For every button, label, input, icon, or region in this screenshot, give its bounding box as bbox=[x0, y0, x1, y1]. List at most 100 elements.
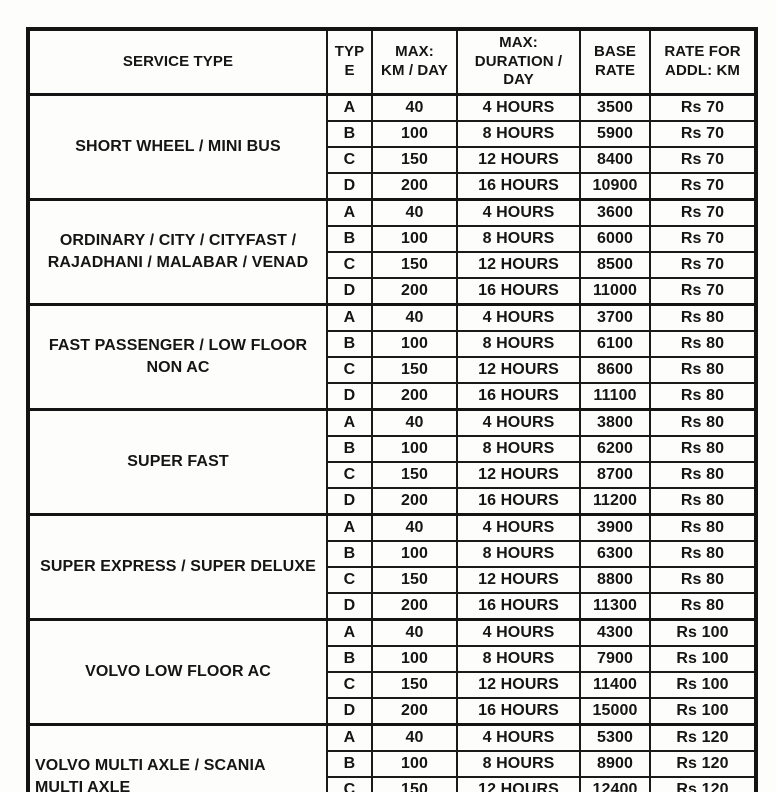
type-cell: B bbox=[326, 225, 373, 253]
service-group-super-express: SUPER EXPRESS / SUPER DELUXE A 40 4 HOUR… bbox=[27, 513, 757, 621]
header-row: SERVICE TYPE TYP E MAX: KM / DAY MAX: DU… bbox=[27, 28, 757, 96]
service-type-label: FAST PASSENGER / LOW FLOOR bbox=[48, 337, 308, 355]
table-row: B 100 8 HOURS 7900 Rs 100 bbox=[28, 645, 757, 673]
base-rate-cell: 10900 bbox=[579, 172, 651, 201]
type-cell: C bbox=[326, 356, 373, 384]
table-row: C 150 12 HOURS 8400 Rs 70 bbox=[28, 146, 757, 174]
km-cell: 100 bbox=[371, 120, 458, 148]
type-cell: D bbox=[326, 697, 373, 726]
addl-rate-cell: Rs 80 bbox=[649, 513, 757, 542]
base-rate-cell: 6300 bbox=[579, 540, 651, 568]
service-type-label: SUPER EXPRESS / SUPER DELUXE bbox=[40, 558, 316, 576]
service-type-label: NON AC bbox=[146, 359, 210, 376]
addl-rate-cell: Rs 70 bbox=[649, 198, 757, 227]
addl-rate-cell: Rs 70 bbox=[649, 146, 757, 174]
base-rate-cell: 8900 bbox=[579, 750, 651, 778]
type-cell: B bbox=[326, 435, 373, 463]
duration-cell: 4 HOURS bbox=[456, 618, 581, 647]
table-row: B 100 8 HOURS 6200 Rs 80 bbox=[28, 435, 757, 463]
duration-cell: 8 HOURS bbox=[456, 750, 581, 778]
type-cell: A bbox=[326, 408, 373, 437]
header-type-line: TYP bbox=[334, 43, 365, 61]
service-group-super-fast: SUPER FAST A 40 4 HOURS 3800 Rs 80 B 100… bbox=[27, 408, 757, 516]
header-max-duration-line: DAY bbox=[503, 71, 534, 89]
header-max-km-line: KM / DAY bbox=[381, 62, 448, 79]
type-cell: C bbox=[326, 461, 373, 489]
table-row: C 150 12 HOURS 8700 Rs 80 bbox=[28, 461, 757, 489]
type-cell: A bbox=[326, 513, 373, 542]
duration-cell: 12 HOURS bbox=[456, 356, 581, 384]
addl-rate-cell: Rs 80 bbox=[649, 356, 757, 384]
table-row: C 150 12 HOURS 12400 Rs 120 bbox=[28, 776, 757, 792]
header-addl-rate-line: ADDL: KM bbox=[665, 62, 740, 79]
type-cell: B bbox=[326, 750, 373, 778]
base-rate-cell: 12400 bbox=[579, 776, 651, 792]
km-cell: 200 bbox=[371, 172, 458, 201]
base-rate-cell: 3600 bbox=[579, 198, 651, 227]
table-row: SUPER EXPRESS / SUPER DELUXE A 40 4 HOUR… bbox=[27, 513, 757, 621]
addl-rate-cell: Rs 80 bbox=[649, 540, 757, 568]
km-cell: 150 bbox=[371, 356, 458, 384]
base-rate-cell: 8700 bbox=[579, 461, 651, 489]
km-cell: 200 bbox=[371, 277, 458, 306]
table-row: C 150 12 HOURS 8500 Rs 70 bbox=[28, 251, 757, 279]
table-row: C 150 12 HOURS 11400 Rs 100 bbox=[28, 671, 757, 699]
duration-cell: 16 HOURS bbox=[456, 697, 581, 726]
header-max-duration-line: MAX: bbox=[499, 33, 538, 51]
km-cell: 40 bbox=[371, 408, 458, 437]
km-cell: 40 bbox=[371, 93, 458, 122]
header-addl-rate: RATE FOR ADDL: KM bbox=[649, 28, 757, 96]
type-cell: D bbox=[326, 382, 373, 411]
service-group-short-wheel: SHORT WHEEL / MINI BUS A 40 4 HOURS 3500… bbox=[27, 93, 757, 201]
type-cell: A bbox=[326, 93, 373, 122]
addl-rate-cell: Rs 80 bbox=[649, 382, 757, 411]
header-addl-rate-line: RATE FOR bbox=[664, 43, 741, 61]
addl-rate-cell: Rs 80 bbox=[649, 303, 757, 332]
base-rate-cell: 6100 bbox=[579, 330, 651, 358]
km-cell: 40 bbox=[371, 198, 458, 227]
table-row: C 150 12 HOURS 8800 Rs 80 bbox=[28, 566, 757, 594]
header-max-km-line: MAX: bbox=[395, 43, 434, 61]
base-rate-cell: 8600 bbox=[579, 356, 651, 384]
type-cell: D bbox=[326, 487, 373, 516]
km-cell: 100 bbox=[371, 645, 458, 673]
km-cell: 40 bbox=[371, 618, 458, 647]
km-cell: 100 bbox=[371, 330, 458, 358]
duration-cell: 12 HOURS bbox=[456, 566, 581, 594]
base-rate-cell: 6000 bbox=[579, 225, 651, 253]
duration-cell: 12 HOURS bbox=[456, 671, 581, 699]
table-header: SERVICE TYPE TYP E MAX: KM / DAY MAX: DU… bbox=[27, 28, 757, 96]
table-row: B 100 8 HOURS 6100 Rs 80 bbox=[28, 330, 757, 358]
km-cell: 100 bbox=[371, 225, 458, 253]
type-cell: C bbox=[326, 146, 373, 174]
km-cell: 150 bbox=[371, 566, 458, 594]
km-cell: 40 bbox=[371, 303, 458, 332]
type-cell: C bbox=[326, 566, 373, 594]
header-base-rate: BASE RATE bbox=[579, 28, 651, 96]
table-row: VOLVO LOW FLOOR AC A 40 4 HOURS 4300 Rs … bbox=[27, 618, 757, 726]
table-row: D 200 16 HOURS 15000 Rs 100 bbox=[28, 697, 757, 726]
service-type-cell: SHORT WHEEL / MINI BUS bbox=[27, 93, 328, 201]
service-group-volvo-low-floor: VOLVO LOW FLOOR AC A 40 4 HOURS 4300 Rs … bbox=[27, 618, 757, 726]
duration-cell: 8 HOURS bbox=[456, 540, 581, 568]
service-type-cell: ORDINARY / CITY / CITYFAST / RAJADHANI /… bbox=[27, 198, 328, 306]
base-rate-cell: 3500 bbox=[579, 93, 651, 122]
addl-rate-cell: Rs 80 bbox=[649, 435, 757, 463]
service-type-cell: FAST PASSENGER / LOW FLOOR NON AC bbox=[27, 303, 328, 411]
km-cell: 40 bbox=[371, 513, 458, 542]
addl-rate-cell: Rs 80 bbox=[649, 566, 757, 594]
service-type-label: RAJADHANI / MALABAR / VENAD bbox=[47, 254, 309, 271]
table-row: ORDINARY / CITY / CITYFAST / RAJADHANI /… bbox=[27, 198, 757, 306]
base-rate-cell: 15000 bbox=[579, 697, 651, 726]
header-type: TYP E bbox=[326, 28, 373, 96]
service-type-label: SUPER FAST bbox=[127, 453, 229, 471]
duration-cell: 16 HOURS bbox=[456, 277, 581, 306]
service-type-cell: SUPER EXPRESS / SUPER DELUXE bbox=[27, 513, 328, 621]
km-cell: 150 bbox=[371, 776, 458, 792]
service-type-label: MULTI AXLE bbox=[35, 779, 131, 792]
base-rate-cell: 8500 bbox=[579, 251, 651, 279]
base-rate-cell: 3900 bbox=[579, 513, 651, 542]
base-rate-cell: 7900 bbox=[579, 645, 651, 673]
type-cell: B bbox=[326, 645, 373, 673]
km-cell: 100 bbox=[371, 435, 458, 463]
